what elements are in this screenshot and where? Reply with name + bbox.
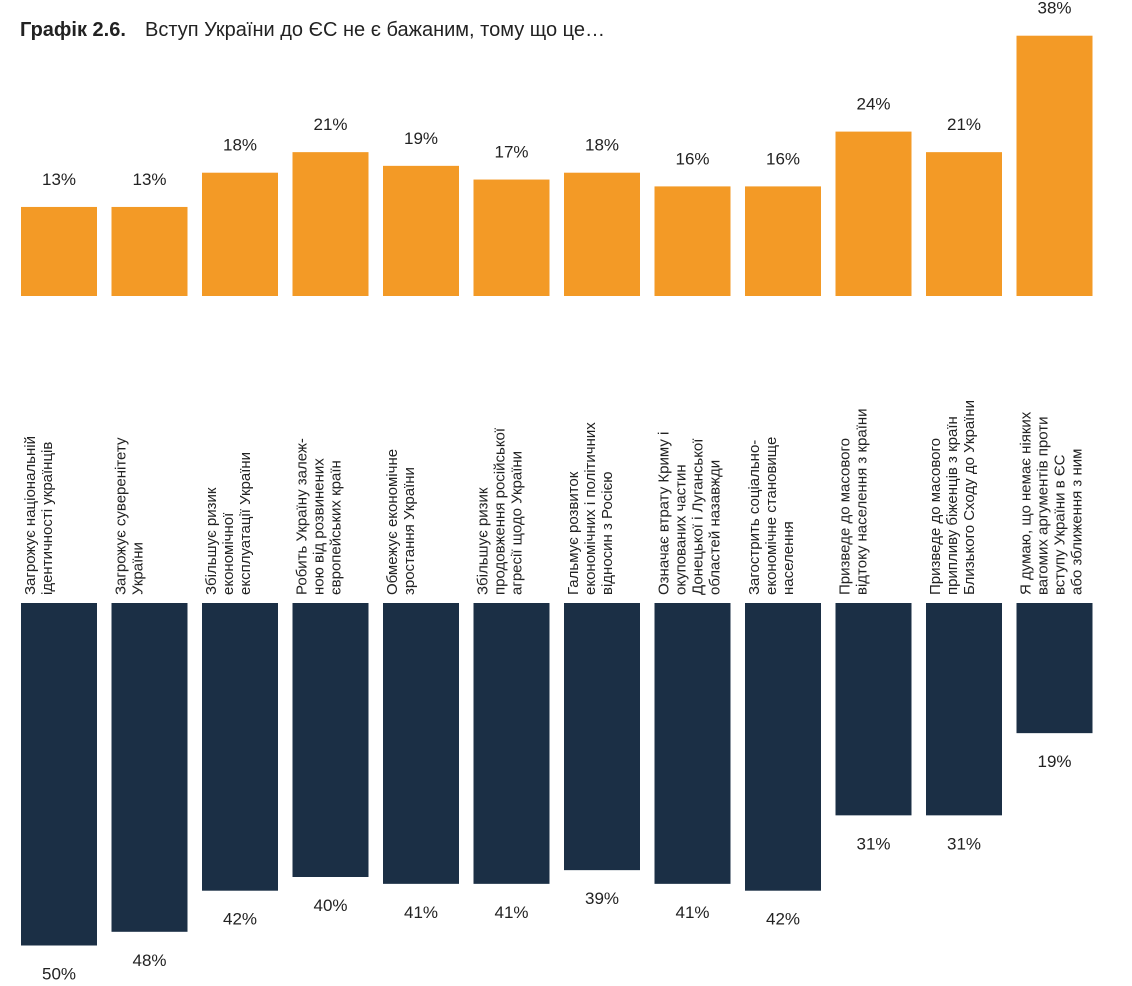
category-label: Обмежує економічнезростання України [384,449,418,595]
bar [745,603,821,891]
value-label: 42% [223,910,257,929]
category-label: Гальмує розвитокекономічних і політичних… [565,422,616,595]
value-label: 39% [585,889,619,908]
category-label: Призведе до масовоговідтоку населення з … [837,408,871,595]
value-label: 31% [856,834,890,853]
value-label: 18% [585,136,619,155]
value-label: 13% [132,170,166,189]
bar [1016,603,1093,734]
bar [835,131,912,296]
value-label: 48% [132,951,166,970]
value-label: 21% [947,115,981,134]
category-label: Загрожує національнійідентичності україн… [22,436,56,595]
value-label: 38% [1037,0,1071,18]
value-label: 31% [947,834,981,853]
value-label: 17% [494,143,528,162]
bar [654,603,731,884]
chart-title-label: Графік 2.6. [20,19,126,41]
bar [745,186,821,296]
bar [21,603,97,946]
bar [111,603,188,932]
value-label: 16% [766,149,800,168]
bar [111,206,188,296]
bar [564,603,640,871]
bar [473,179,550,296]
value-label: 18% [223,136,257,155]
bar [926,603,1002,816]
bar [926,152,1002,296]
bar [654,186,731,296]
bar [292,152,369,296]
category-label: Загрожує суверенітетуУкраїни [113,437,147,595]
bar [383,603,459,884]
bar [202,603,278,891]
bar [564,172,640,296]
value-label: 42% [766,910,800,929]
value-label: 50% [42,965,76,984]
category-label: Я думаю, що немає ніякихвагомих аргумент… [1018,411,1086,595]
value-label: 41% [404,903,438,922]
bar [473,603,550,884]
category-label: Робить Україну залеж-ною від розвиненихє… [294,438,345,595]
category-label: Збільшує ризикпродовження російськоїагре… [475,427,526,595]
value-label: 24% [856,95,890,114]
bar [292,603,369,877]
value-label: 19% [404,129,438,148]
value-label: 19% [1037,752,1071,771]
bar [383,165,459,296]
value-label: 13% [42,170,76,189]
value-label: 41% [675,903,709,922]
category-label: Загострить соціально-економічне становищ… [746,437,797,595]
category-label: Призведе до масовогоприпливу біженців з … [927,400,978,595]
value-label: 40% [313,896,347,915]
bar [21,206,97,296]
chart-title: Вступ України до ЄС не є бажаним, тому щ… [145,19,605,41]
value-label: 16% [675,149,709,168]
bar [835,603,912,816]
bar [1016,35,1093,296]
bar [202,172,278,296]
category-label: Означає втрату Криму іокупованих частинД… [656,432,724,595]
value-label: 41% [494,903,528,922]
category-label: Збільшує ризикекономічноїексплуатації Ук… [203,452,254,595]
value-label: 21% [313,115,347,134]
